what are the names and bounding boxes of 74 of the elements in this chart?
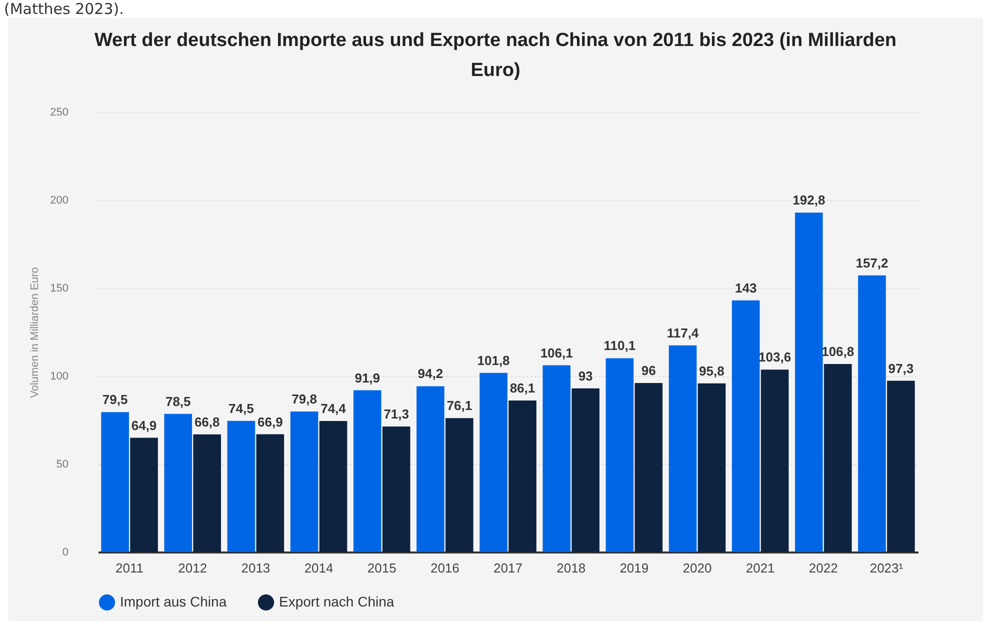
text: (Matthes 2023). — [3, 0, 125, 18]
bar — [760, 370, 789, 552]
legend-label: Export nach China — [279, 593, 394, 610]
data-label: 76,1 — [446, 398, 472, 414]
bar — [606, 358, 634, 552]
x-tick-label: 2017 — [494, 560, 522, 576]
data-label: 71,3 — [384, 406, 409, 422]
bar — [887, 380, 915, 552]
bar — [508, 400, 536, 552]
data-label: 66,8 — [194, 414, 220, 430]
data-label: 101,8 — [477, 352, 510, 368]
bar — [858, 275, 886, 552]
x-tick-label: 2019 — [620, 560, 649, 576]
data-label: 79,5 — [102, 392, 128, 408]
bar — [227, 420, 256, 552]
bar — [319, 421, 348, 552]
bar — [101, 412, 129, 552]
y-tick-label: 250 — [50, 106, 68, 118]
bar — [193, 434, 221, 552]
chart-title: Wert der deutschen Importe aus und Exporte nach China von 2011 bis 2023 (in Milliarden Euro) — [93, 29, 898, 83]
bar — [130, 438, 158, 552]
data-label: 86,1 — [510, 380, 536, 396]
x-tick-label: 2023¹ — [870, 560, 904, 576]
bar — [256, 434, 284, 552]
x-tick-label: 2014 — [304, 560, 334, 576]
y-tick-label: 50 — [56, 458, 68, 470]
data-label: 66,9 — [258, 414, 283, 430]
data-label: 79,8 — [292, 392, 317, 407]
data-label: 97,3 — [888, 360, 914, 376]
x-tick-label: 2011 — [116, 560, 144, 576]
bar — [446, 418, 474, 552]
bar — [416, 386, 444, 552]
x-tick-label: 2021 — [746, 560, 775, 576]
x-tick-label: 2015 — [367, 560, 396, 576]
data-label: 74,4 — [320, 401, 347, 416]
data-label: 143 — [734, 280, 757, 296]
bar — [382, 426, 410, 552]
y-tick-label: 0 — [62, 546, 68, 558]
bar — [572, 388, 600, 552]
data-label: 106,1 — [540, 345, 573, 360]
y-axis-title: Volumen in Milliarden Euro — [29, 267, 42, 398]
data-label: 74,5 — [228, 400, 254, 416]
data-label: 64,9 — [131, 418, 157, 433]
data-label: 93 — [578, 368, 593, 384]
data-label: 157,2 — [856, 255, 888, 270]
data-label: 117,4 — [666, 325, 700, 340]
x-tick-label: 2018 — [556, 560, 586, 576]
data-label: 192,8 — [792, 192, 826, 208]
data-label: 110,1 — [604, 338, 636, 354]
data-label: 94,2 — [418, 366, 444, 382]
bar — [164, 414, 192, 552]
bar — [824, 364, 852, 552]
x-tick-label: 2016 — [430, 560, 460, 576]
bar — [480, 372, 508, 552]
bar — [668, 345, 697, 552]
x-tick-label: 2022 — [808, 560, 838, 576]
bar — [698, 383, 726, 552]
bar — [732, 300, 760, 552]
data-label: 95,8 — [699, 363, 724, 378]
y-tick-label: 200 — [50, 194, 68, 206]
y-tick-label: 150 — [50, 282, 68, 294]
bar — [290, 412, 318, 552]
bar — [634, 383, 663, 552]
bar — [353, 390, 382, 552]
y-tick-label: 100 — [50, 370, 68, 382]
x-tick-label: 2020 — [682, 560, 712, 576]
x-tick-label: 2012 — [178, 560, 208, 576]
data-label: 96 — [641, 363, 656, 378]
bar — [795, 212, 823, 552]
data-label: 78,5 — [165, 394, 191, 409]
legend-label: Import aus China — [120, 593, 227, 610]
bar — [542, 365, 570, 552]
x-tick-label: 2013 — [241, 560, 270, 576]
data-label: 91,9 — [354, 370, 380, 386]
